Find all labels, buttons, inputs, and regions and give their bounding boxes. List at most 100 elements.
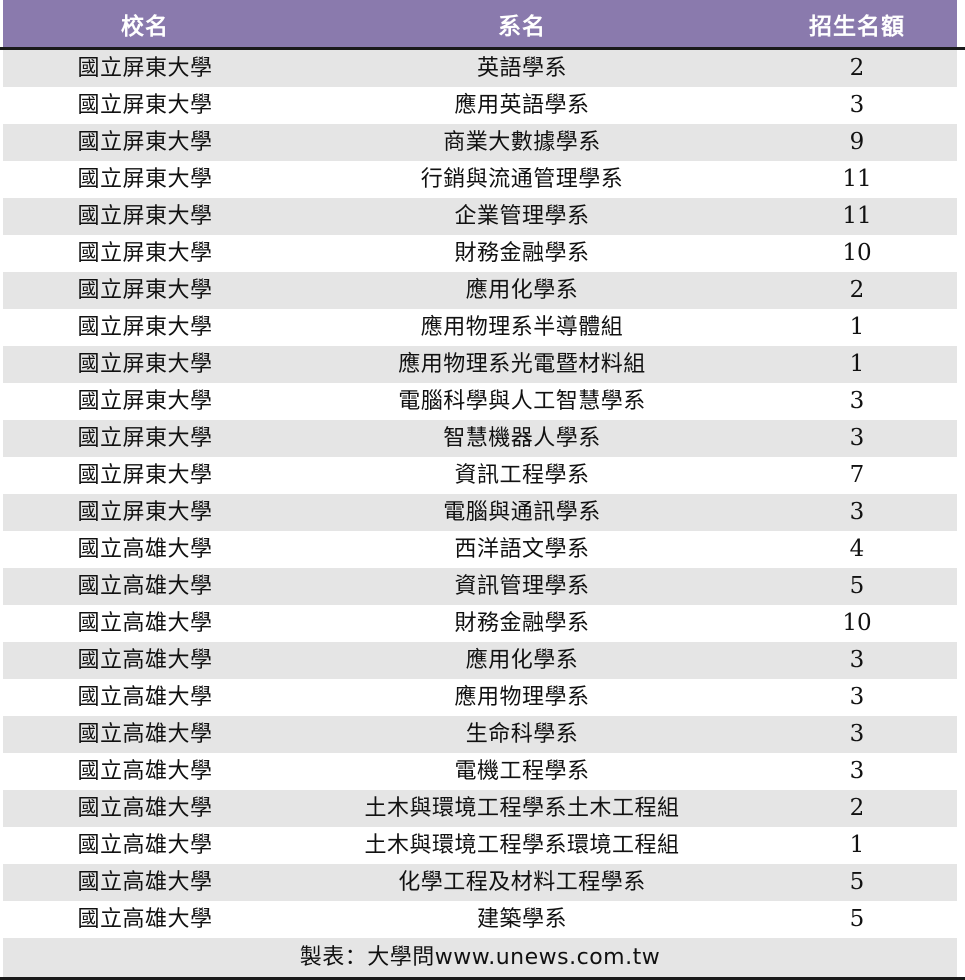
cell-quota: 5	[757, 864, 957, 901]
row-left-gutter	[0, 272, 3, 309]
row-left-gutter	[0, 420, 3, 457]
table-row: 國立屏東大學 商業大數據學系 9	[0, 124, 965, 161]
table-row: 國立屏東大學 智慧機器人學系 3	[0, 420, 965, 457]
row-left-gutter	[0, 642, 3, 679]
cell-department: 應用物理學系	[287, 679, 757, 716]
table-row: 國立屏東大學 英語學系 2	[0, 48, 965, 87]
cell-school: 國立高雄大學	[3, 605, 287, 642]
cell-school: 國立高雄大學	[3, 790, 287, 827]
cell-department: 智慧機器人學系	[287, 420, 757, 457]
row-right-gutter	[957, 161, 965, 198]
row-right-gutter	[957, 309, 965, 346]
row-right-gutter	[957, 753, 965, 790]
row-right-gutter	[957, 901, 965, 938]
row-right-gutter	[957, 494, 965, 531]
cell-department: 生命科學系	[287, 716, 757, 753]
cell-quota: 3	[757, 420, 957, 457]
row-right-gutter	[957, 272, 965, 309]
row-left-gutter	[0, 716, 3, 753]
cell-school: 國立高雄大學	[3, 716, 287, 753]
table-row: 國立屏東大學 電腦科學與人工智慧學系 3	[0, 383, 965, 420]
cell-school: 國立屏東大學	[3, 420, 287, 457]
table-row: 國立高雄大學 電機工程學系 3	[0, 753, 965, 790]
table-row: 國立高雄大學 西洋語文學系 4	[0, 531, 965, 568]
cell-department: 企業管理學系	[287, 198, 757, 235]
row-left-gutter	[0, 753, 3, 790]
table-footer-row: 製表：大學問www.unews.com.tw	[0, 938, 965, 979]
cell-quota: 2	[757, 272, 957, 309]
cell-school: 國立屏東大學	[3, 346, 287, 383]
cell-quota: 10	[757, 235, 957, 272]
cell-school: 國立高雄大學	[3, 901, 287, 938]
cell-department: 財務金融學系	[287, 605, 757, 642]
cell-school: 國立屏東大學	[3, 272, 287, 309]
row-right-gutter	[957, 679, 965, 716]
cell-department: 電腦科學與人工智慧學系	[287, 383, 757, 420]
table-row: 國立屏東大學 電腦與通訊學系 3	[0, 494, 965, 531]
cell-school: 國立屏東大學	[3, 87, 287, 124]
cell-department: 電腦與通訊學系	[287, 494, 757, 531]
row-right-gutter	[957, 716, 965, 753]
cell-quota: 1	[757, 309, 957, 346]
header-right-gutter	[957, 0, 965, 49]
cell-quota: 3	[757, 679, 957, 716]
table-header: 校名 系名 招生名額	[0, 0, 965, 49]
table-row: 國立屏東大學 應用化學系 2	[0, 272, 965, 309]
cell-school: 國立屏東大學	[3, 457, 287, 494]
row-right-gutter	[957, 383, 965, 420]
table-row: 國立高雄大學 財務金融學系 10	[0, 605, 965, 642]
cell-school: 國立屏東大學	[3, 494, 287, 531]
header-quota: 招生名額	[757, 0, 957, 49]
cell-school: 國立屏東大學	[3, 235, 287, 272]
table-footer: 製表：大學問www.unews.com.tw	[0, 938, 965, 979]
cell-school: 國立高雄大學	[3, 642, 287, 679]
table-body: 國立屏東大學 英語學系 2 國立屏東大學 應用英語學系 3 國立屏東大學 商業大數據學系 9 國立…	[0, 48, 965, 938]
row-right-gutter	[957, 790, 965, 827]
cell-school: 國立屏東大學	[3, 383, 287, 420]
row-left-gutter	[0, 864, 3, 901]
cell-quota: 11	[757, 198, 957, 235]
cell-school: 國立屏東大學	[3, 309, 287, 346]
table-row: 國立屏東大學 應用物理系半導體組 1	[0, 309, 965, 346]
cell-quota: 1	[757, 346, 957, 383]
cell-quota: 10	[757, 605, 957, 642]
cell-quota: 3	[757, 642, 957, 679]
table-row: 國立屏東大學 應用英語學系 3	[0, 87, 965, 124]
row-right-gutter	[957, 48, 965, 87]
row-right-gutter	[957, 87, 965, 124]
row-left-gutter	[0, 383, 3, 420]
cell-quota: 3	[757, 716, 957, 753]
row-left-gutter	[0, 161, 3, 198]
cell-department: 行銷與流通管理學系	[287, 161, 757, 198]
row-left-gutter	[0, 124, 3, 161]
cell-quota: 1	[757, 827, 957, 864]
cell-quota: 5	[757, 568, 957, 605]
cell-school: 國立屏東大學	[3, 198, 287, 235]
row-left-gutter	[0, 568, 3, 605]
row-right-gutter	[957, 457, 965, 494]
cell-quota: 9	[757, 124, 957, 161]
cell-department: 應用化學系	[287, 272, 757, 309]
cell-department: 英語學系	[287, 48, 757, 87]
footer-credit: 製表：大學問www.unews.com.tw	[3, 938, 957, 979]
table-row: 國立高雄大學 生命科學系 3	[0, 716, 965, 753]
table-row: 國立屏東大學 資訊工程學系 7	[0, 457, 965, 494]
cell-department: 土木與環境工程學系環境工程組	[287, 827, 757, 864]
footer-left-gutter	[0, 938, 3, 979]
cell-department: 應用物理系光電暨材料組	[287, 346, 757, 383]
cell-school: 國立高雄大學	[3, 568, 287, 605]
cell-department: 商業大數據學系	[287, 124, 757, 161]
table-row: 國立高雄大學 建築學系 5	[0, 901, 965, 938]
cell-school: 國立屏東大學	[3, 48, 287, 87]
cell-school: 國立屏東大學	[3, 124, 287, 161]
cell-quota: 3	[757, 494, 957, 531]
row-right-gutter	[957, 827, 965, 864]
row-left-gutter	[0, 827, 3, 864]
cell-department: 化學工程及材料工程學系	[287, 864, 757, 901]
cell-school: 國立高雄大學	[3, 827, 287, 864]
cell-department: 建築學系	[287, 901, 757, 938]
header-department: 系名	[287, 0, 757, 49]
cell-school: 國立高雄大學	[3, 753, 287, 790]
header-school: 校名	[3, 0, 287, 49]
row-left-gutter	[0, 901, 3, 938]
